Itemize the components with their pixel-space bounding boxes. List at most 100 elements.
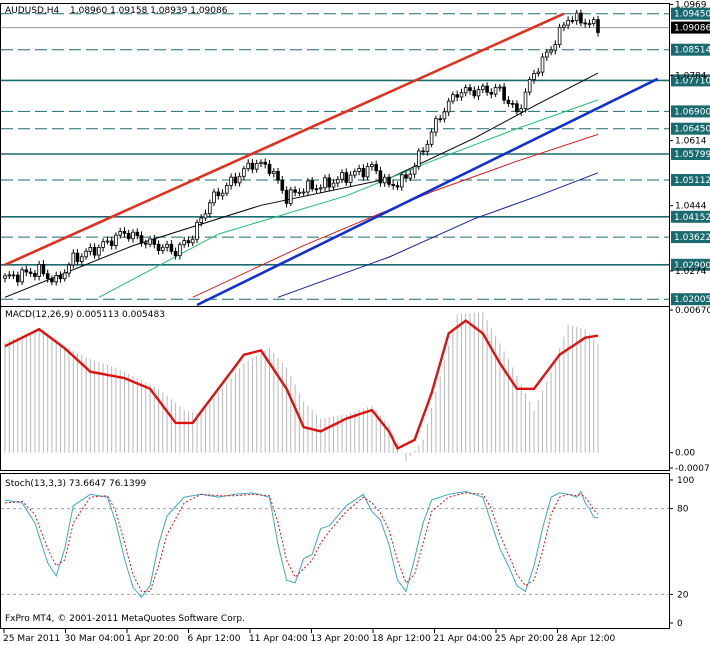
candle — [293, 186, 297, 197]
candle-body — [135, 231, 140, 236]
candle-body — [459, 92, 464, 98]
candle — [340, 169, 344, 184]
candle-body — [310, 180, 314, 190]
stoch-pane[interactable] — [0, 473, 670, 629]
candle-body — [24, 269, 29, 273]
candle — [41, 260, 46, 277]
candle — [434, 115, 438, 137]
candle — [20, 266, 24, 285]
time-axis-label: 11 Apr 04:00 — [249, 634, 308, 644]
candle-body — [395, 185, 400, 188]
candle-body — [510, 103, 515, 105]
candle-body — [340, 172, 344, 180]
candle-body — [250, 162, 255, 170]
candle-body — [370, 164, 374, 167]
candle-body — [557, 26, 562, 45]
candle-body — [11, 274, 16, 277]
trend-line-1 — [196, 77, 659, 307]
candle-body — [515, 103, 519, 113]
candle-body — [463, 87, 468, 94]
candle-body — [203, 213, 208, 219]
candle — [335, 176, 340, 188]
candle-body — [267, 163, 272, 174]
macd-pane[interactable] — [0, 306, 670, 471]
candle-body — [579, 12, 583, 24]
candle-body — [489, 92, 494, 95]
candle — [33, 270, 37, 281]
candle-body — [446, 100, 451, 113]
candle-body — [562, 24, 566, 28]
candle — [506, 96, 511, 107]
candle-body — [37, 263, 41, 277]
price-level-label: 1.08514 — [674, 46, 710, 56]
candle-body — [297, 191, 302, 194]
candle-body — [416, 150, 421, 167]
candle-body — [58, 274, 63, 280]
candle — [455, 90, 459, 102]
candle — [288, 186, 293, 207]
candle-body — [229, 176, 233, 186]
candle — [583, 18, 587, 28]
candle — [271, 168, 276, 178]
candle-body — [391, 183, 395, 186]
candle — [114, 232, 118, 250]
candle — [284, 186, 289, 208]
ohlc-readout: 1.08960 1.09158 1.08939 1.09086 — [70, 6, 228, 16]
candle-body — [92, 246, 97, 256]
price-level-label: 1.05112 — [674, 176, 710, 186]
candle — [357, 164, 361, 176]
candle — [331, 179, 336, 191]
candle — [224, 182, 229, 197]
candle-body — [570, 19, 575, 22]
candle-body — [421, 150, 425, 153]
candle-body — [67, 264, 71, 274]
candle-body — [199, 217, 204, 223]
candle — [173, 247, 178, 260]
candle — [97, 244, 101, 259]
candle — [429, 128, 434, 148]
candle-body — [50, 278, 54, 283]
candle — [493, 83, 498, 97]
candle — [250, 159, 255, 174]
candle — [318, 184, 323, 193]
candle — [468, 84, 472, 95]
candle — [254, 159, 259, 173]
candle-body — [178, 244, 182, 257]
price-label-box — [671, 7, 710, 20]
price-label-box — [671, 174, 710, 186]
candle-body — [361, 167, 366, 178]
candle-body — [519, 108, 523, 113]
candle — [267, 160, 272, 177]
candle-body — [455, 94, 459, 98]
candle — [259, 159, 263, 167]
candle-body — [591, 19, 596, 24]
candle-body — [165, 243, 169, 248]
candle-body — [314, 188, 319, 191]
candle — [101, 238, 105, 252]
price-label-box — [671, 231, 710, 244]
candle — [370, 161, 374, 171]
stoch-signal-line — [4, 492, 599, 592]
candle-body — [429, 131, 434, 145]
candle-body — [173, 250, 178, 257]
candle-body — [131, 231, 135, 240]
candle-body — [186, 240, 191, 244]
price-label-box — [671, 148, 710, 160]
price-tick-label: 1.0274 — [675, 267, 707, 277]
candle — [203, 209, 208, 221]
candle — [54, 271, 58, 286]
candle-body — [566, 19, 570, 26]
price-level-label: 1.07710 — [674, 76, 710, 86]
candle-body — [276, 170, 280, 181]
candle — [58, 271, 63, 283]
candle-body — [502, 86, 506, 101]
candle — [109, 237, 114, 250]
candle — [216, 187, 221, 200]
candle — [301, 188, 306, 196]
price-label-box — [671, 43, 710, 56]
candle-body — [545, 51, 549, 58]
candle-body — [216, 191, 221, 197]
candle-body — [84, 250, 88, 258]
candle-body — [323, 177, 327, 189]
